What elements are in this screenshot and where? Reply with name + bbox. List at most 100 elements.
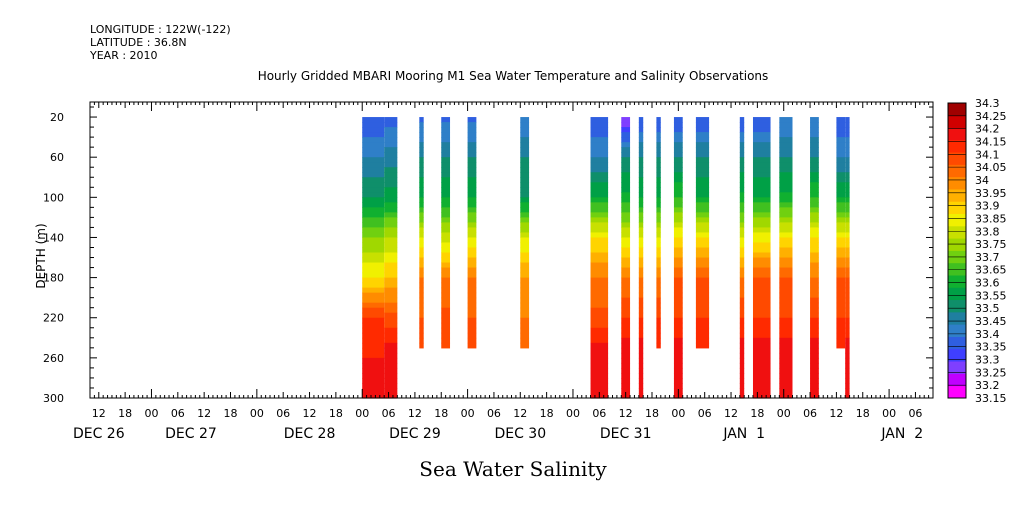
heatmap-cell [590,312,609,319]
heatmap-cell [638,162,644,168]
colorbar-swatch [948,287,966,301]
heatmap-cell [441,262,451,269]
heatmap-cell [590,252,609,259]
colorbar-swatch [948,213,966,227]
heatmap-cell [362,117,385,123]
heatmap-cell [779,192,793,198]
heatmap-cell [384,222,398,229]
heatmap-cell [810,187,819,193]
heatmap-cell [520,227,530,234]
x-tick-label: 00 [250,407,264,420]
heatmap-cell [467,207,477,213]
heatmap-cell [621,147,631,153]
heatmap-cell [845,372,850,379]
heatmap-cell [752,157,771,163]
heatmap-cell [362,227,385,234]
heatmap-cell [467,132,477,138]
heatmap-cell [656,147,661,153]
heatmap-cell [656,227,661,234]
heatmap-cell [673,232,683,239]
heatmap-cell [752,227,771,234]
heatmap-cell [739,257,745,264]
colorbar-label: 33.8 [975,225,1000,238]
heatmap-cell [419,342,424,349]
heatmap-cell [362,257,385,264]
heatmap-cell [810,307,819,314]
heatmap-cell [673,287,683,294]
heatmap-cell [520,337,530,344]
heatmap-cell [752,312,771,319]
x-tick-label: 12 [92,407,106,420]
heatmap-cell [419,317,424,324]
heatmap-cell [810,117,819,123]
profile-column [384,117,398,399]
heatmap-cell [590,367,609,374]
heatmap-cell [520,172,530,178]
heatmap-cell [656,152,661,158]
heatmap-cell [590,302,609,309]
heatmap-cell [752,167,771,173]
heatmap-cell [779,257,793,264]
heatmap-cell [779,327,793,334]
heatmap-cell [621,202,631,208]
heatmap-cell [779,312,793,319]
heatmap-cell [845,327,850,334]
colorbar-label: 34.05 [975,161,1007,174]
heatmap-cell [362,157,385,163]
heatmap-cell [845,202,850,208]
heatmap-cell [419,132,424,138]
heatmap-cell [695,177,710,183]
heatmap-cell [520,267,530,274]
heatmap-cell [810,252,819,259]
heatmap-cell [590,267,609,274]
heatmap-cell [695,337,710,344]
x-tick-label: 18 [224,407,238,420]
heatmap-cell [695,317,710,324]
heatmap-cell [656,117,661,123]
heatmap-cell [384,382,398,389]
colorbar-swatch [948,201,966,215]
heatmap-cell [638,167,644,173]
heatmap-cell [845,287,850,294]
heatmap-cell [752,212,771,218]
heatmap-cell [467,297,477,304]
x-tick-label: 18 [118,407,132,420]
heatmap-cell [520,242,530,249]
x-tick-label: 06 [803,407,817,420]
x-tick-label: 00 [777,407,791,420]
heatmap-cell [673,252,683,259]
heatmap-cell [656,122,661,128]
heatmap-cell [467,342,477,349]
heatmap-cell [638,322,644,329]
heatmap-cell [845,282,850,289]
heatmap-cell [621,117,631,123]
x-tick-label: 12 [829,407,843,420]
heatmap-cell [638,122,644,128]
heatmap-cell [810,262,819,269]
heatmap-cell [779,377,793,384]
heatmap-cell [845,277,850,284]
heatmap-cell [590,117,609,123]
heatmap-cell [695,307,710,314]
heatmap-cell [673,302,683,309]
heatmap-cell [621,382,631,389]
heatmap-cell [836,167,846,173]
heatmap-cell [590,387,609,394]
heatmap-cell [779,117,793,123]
heatmap-cell [739,342,745,349]
heatmap-cell [810,182,819,188]
heatmap-cell [810,302,819,309]
heatmap-cell [621,212,631,218]
heatmap-cell [441,312,451,319]
heatmap-cell [779,182,793,188]
heatmap-cell [590,317,609,324]
heatmap-cell [656,232,661,239]
heatmap-cell [384,242,398,249]
heatmap-cell [752,122,771,128]
heatmap-cell [621,227,631,234]
heatmap-cell [621,167,631,173]
colorbar-swatch [948,176,966,190]
heatmap-cell [836,322,846,329]
heatmap-cell [419,172,424,178]
heatmap-cell [362,187,385,193]
